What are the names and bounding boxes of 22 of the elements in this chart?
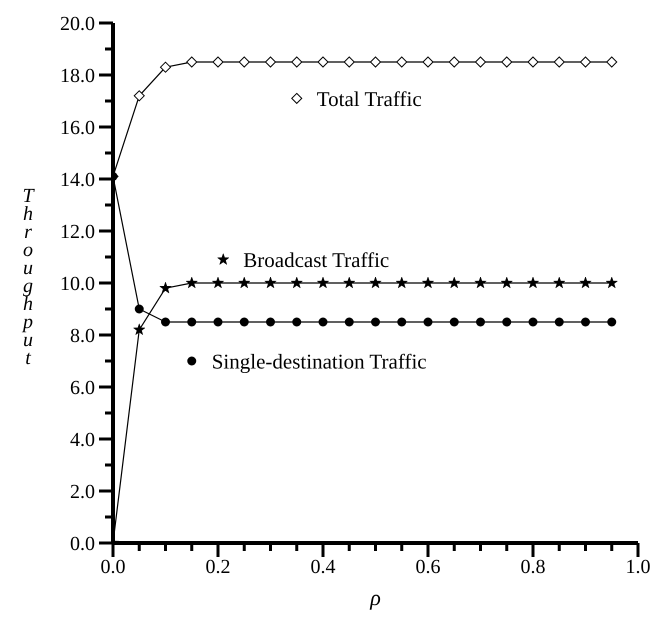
y-tick-label: 10.0 [60, 273, 95, 295]
x-tick-label: 0.4 [310, 556, 336, 578]
y-tick-label: 4.0 [70, 429, 95, 451]
x-tick-label: 0.0 [100, 556, 126, 578]
x-axis-title: ρ [369, 585, 381, 610]
y-tick-label: 2.0 [70, 481, 95, 503]
x-tick-label: 1.0 [626, 556, 650, 578]
y-tick-label: 12.0 [60, 221, 95, 243]
x-tick-label: 0.6 [416, 556, 440, 578]
legend-label: Total Traffic [316, 86, 422, 111]
y-tick-label: 0.0 [70, 533, 95, 555]
x-tick-label: 0.2 [206, 556, 230, 578]
legend-label: Broadcast Traffic [243, 248, 390, 272]
x-tick-label: 0.8 [520, 556, 546, 578]
y-tick-label: 6.0 [70, 377, 95, 399]
y-tick-label: 18.0 [60, 65, 95, 87]
y-tick-label: 8.0 [70, 325, 95, 347]
y-tick-label: 20.0 [60, 13, 95, 35]
y-tick-label: 14.0 [60, 169, 95, 191]
legend-label: Single-destination Traffic [212, 349, 427, 374]
y-tick-label: 16.0 [60, 117, 95, 139]
text: Throughput [22, 185, 34, 369]
